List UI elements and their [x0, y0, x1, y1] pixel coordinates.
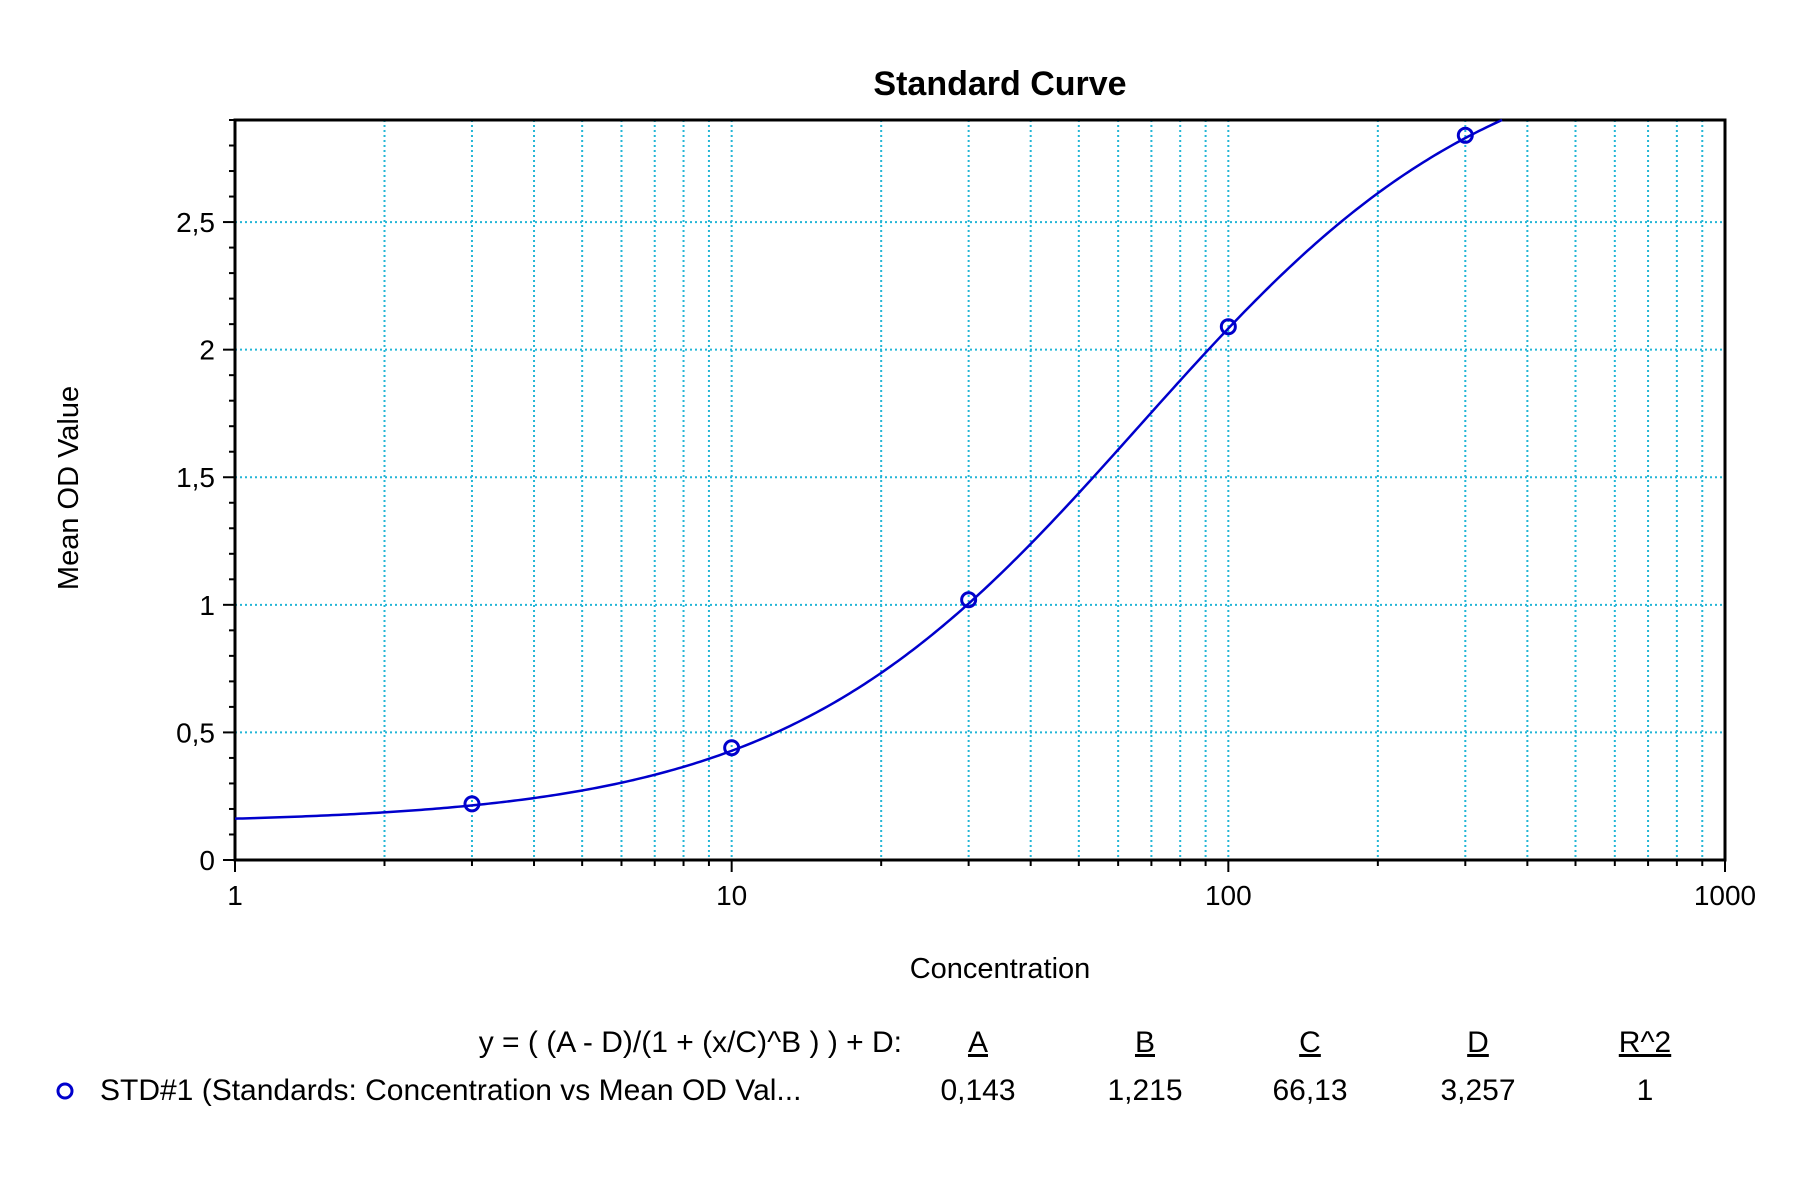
legend-column-value: 66,13: [1272, 1074, 1347, 1107]
x-tick-label: 1: [227, 880, 243, 911]
legend-column-value: 3,257: [1440, 1074, 1515, 1107]
data-point: [1219, 318, 1237, 336]
y-tick-label: 0: [199, 845, 215, 876]
fit-curve: [234, 118, 1503, 820]
data-point: [960, 591, 978, 609]
legend-equation: y = ( (A - D)/(1 + (x/C)^B ) ) + D:: [479, 1026, 902, 1059]
legend-column-header: D: [1467, 1026, 1489, 1059]
legend-column-header: R^2: [1619, 1026, 1671, 1059]
legend-series-name: STD#1 (Standards: Concentration vs Mean …: [100, 1074, 801, 1107]
y-tick-label: 1,5: [176, 462, 215, 493]
x-axis-label: Concentration: [910, 953, 1091, 985]
legend-column-value: 1,215: [1107, 1074, 1182, 1107]
data-point: [723, 739, 741, 757]
y-tick-label: 2,5: [176, 207, 215, 238]
tick-label-layer: 1 10 100 1000 0 0,5 1 1,5 2 2,5: [176, 207, 1756, 911]
chart-title: Standard Curve: [873, 65, 1126, 103]
data-point: [463, 795, 481, 813]
y-tick-label: 2: [199, 335, 215, 366]
data-point: [1456, 126, 1474, 144]
legend-column-header: C: [1299, 1026, 1321, 1059]
legend: y = ( (A - D)/(1 + (x/C)^B ) ) + D: STD#…: [56, 1026, 1671, 1107]
points-layer: [463, 126, 1474, 813]
axis-layer: [223, 118, 1727, 872]
y-tick-label: 1: [199, 590, 215, 621]
x-tick-label: 1000: [1694, 880, 1756, 911]
curve-layer: [234, 118, 1503, 820]
y-tick-label: 0,5: [176, 717, 215, 748]
legend-column-header: A: [968, 1026, 988, 1059]
legend-column-value: 0,143: [940, 1074, 1015, 1107]
grid-layer: [235, 120, 1725, 860]
x-tick-label: 10: [716, 880, 747, 911]
y-axis-label: Mean OD Value: [53, 386, 85, 590]
x-tick-label: 100: [1205, 880, 1252, 911]
legend-series-marker: [56, 1082, 74, 1100]
legend-column-header: B: [1135, 1026, 1155, 1059]
legend-column-value: 1: [1637, 1074, 1654, 1107]
plot-frame: [233, 118, 1727, 862]
